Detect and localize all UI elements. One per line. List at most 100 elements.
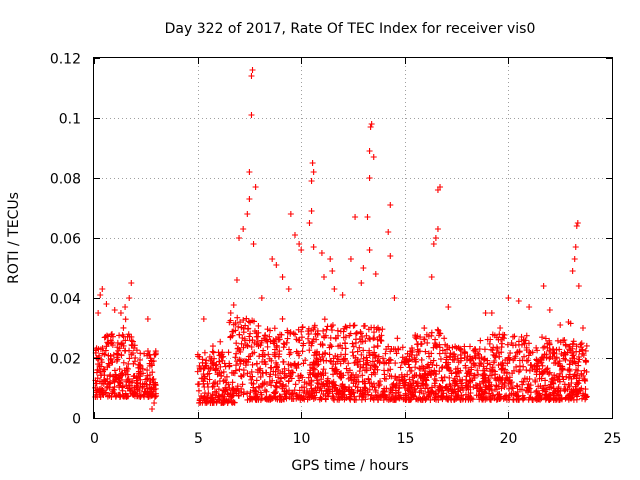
data-point [540, 385, 547, 392]
data-point [583, 394, 590, 401]
data-point [106, 380, 113, 387]
data-point [144, 389, 151, 396]
data-point [521, 375, 528, 382]
data-point [319, 341, 326, 348]
data-point [323, 380, 330, 387]
data-point [372, 271, 379, 277]
data-point [422, 348, 429, 355]
data-point [371, 394, 378, 401]
data-point [366, 175, 373, 181]
data-point [117, 310, 124, 316]
data-point [465, 380, 472, 387]
data-point [261, 351, 268, 358]
data-point [210, 399, 217, 406]
data-point [119, 384, 126, 391]
data-point [397, 380, 404, 387]
data-point [401, 377, 408, 384]
data-point [464, 382, 471, 389]
data-point [242, 322, 249, 329]
data-point [298, 247, 305, 253]
data-point [545, 396, 552, 403]
data-point [99, 386, 106, 393]
data-point [432, 235, 439, 241]
data-point [456, 376, 463, 383]
data-point [249, 373, 256, 380]
data-point [496, 331, 503, 338]
data-point [250, 380, 257, 387]
data-point [273, 262, 280, 268]
data-point [210, 380, 217, 387]
data-point [220, 368, 227, 375]
data-point [425, 350, 432, 357]
data-point [252, 387, 259, 394]
data-point [542, 377, 549, 384]
data-point [426, 364, 433, 371]
data-point [273, 379, 280, 386]
data-point [256, 353, 263, 360]
data-point [393, 392, 400, 399]
data-point [259, 358, 266, 365]
data-point [116, 366, 123, 373]
data-point [459, 396, 466, 403]
data-point [313, 355, 320, 362]
data-point [341, 340, 348, 347]
data-point [488, 346, 495, 353]
data-point [413, 380, 420, 387]
data-point [230, 386, 237, 393]
data-point [260, 347, 267, 354]
data-point [488, 381, 495, 388]
data-point [221, 388, 228, 395]
data-point [518, 378, 525, 385]
data-point [382, 350, 389, 357]
data-point [320, 366, 327, 373]
data-point [365, 375, 372, 382]
data-point [291, 232, 298, 238]
data-point [477, 384, 484, 391]
data-point [99, 286, 106, 292]
data-point [571, 256, 578, 262]
data-point [289, 395, 296, 402]
data-point [446, 374, 453, 381]
data-point [488, 396, 495, 403]
data-point [399, 354, 406, 361]
data-point [555, 391, 562, 398]
data-point [566, 343, 573, 350]
data-point [518, 386, 525, 393]
data-point [540, 283, 547, 289]
data-point [326, 351, 333, 358]
data-point [279, 383, 286, 390]
data-point [196, 362, 203, 369]
data-point [576, 356, 583, 363]
data-point [254, 366, 261, 373]
data-point [306, 220, 313, 226]
data-point [418, 365, 425, 372]
data-point [465, 369, 472, 376]
data-point [456, 346, 463, 353]
data-point [296, 241, 303, 247]
data-point [287, 211, 294, 217]
data-point [370, 380, 377, 387]
data-point [240, 317, 247, 324]
data-point [572, 244, 579, 250]
data-point [466, 371, 473, 378]
data-point [366, 380, 373, 387]
data-point [98, 359, 105, 366]
data-point [518, 333, 525, 340]
data-point [233, 390, 240, 397]
data-point [307, 371, 314, 378]
data-point [582, 357, 589, 364]
data-point [463, 356, 470, 363]
data-point [226, 319, 233, 326]
data-point [103, 332, 110, 339]
data-point [461, 343, 468, 350]
data-point [284, 335, 291, 342]
data-point [308, 342, 315, 349]
data-point [525, 357, 532, 364]
data-point [375, 380, 382, 387]
data-point [134, 386, 141, 393]
data-point [240, 344, 247, 351]
data-point [556, 346, 563, 353]
data-point [144, 348, 151, 355]
data-point [151, 386, 158, 393]
data-point [341, 356, 348, 363]
